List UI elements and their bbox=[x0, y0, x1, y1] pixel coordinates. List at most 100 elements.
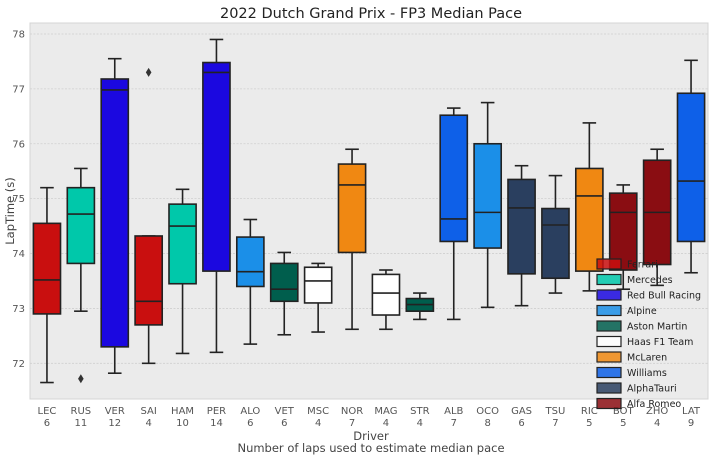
x-tick-laps-zho: 4 bbox=[654, 418, 660, 429]
box-ham bbox=[168, 188, 197, 355]
x-tick-laps-vet: 6 bbox=[281, 418, 287, 429]
legend-swatch-3 bbox=[596, 304, 622, 317]
iqr-box-mag bbox=[371, 273, 401, 316]
iqr-box-tsu bbox=[541, 207, 570, 280]
legend-swatch-0 bbox=[596, 258, 622, 270]
y-tick-label-76: 76 bbox=[12, 139, 25, 150]
legend-item-1: Mercedes bbox=[596, 273, 673, 286]
box-ver bbox=[100, 57, 130, 375]
x-tick-laps-str: 4 bbox=[417, 418, 423, 429]
legend-swatch-5 bbox=[596, 335, 622, 348]
legend-swatch-8 bbox=[596, 382, 622, 394]
iqr-box-lec bbox=[32, 222, 62, 315]
x-tick-laps-tsu: 7 bbox=[552, 418, 558, 429]
legend-swatch-2 bbox=[596, 289, 622, 301]
box-bot bbox=[608, 184, 638, 291]
y-tick-label-75: 75 bbox=[12, 194, 25, 205]
y-tick-label-72: 72 bbox=[12, 359, 25, 370]
legend-label-2: Red Bull Racing bbox=[627, 291, 701, 302]
x-tick-laps-bot: 5 bbox=[620, 418, 626, 429]
x-tick-laps-sai: 4 bbox=[145, 418, 151, 429]
legend-label-1: Mercedes bbox=[627, 275, 673, 286]
x-tick-laps-rus: 11 bbox=[74, 418, 87, 429]
x-tick-driver-ham: HAM bbox=[171, 406, 194, 417]
box-nor bbox=[337, 148, 367, 331]
box-lat bbox=[676, 59, 706, 274]
x-tick-driver-rus: RUS bbox=[71, 406, 92, 417]
x-tick-driver-lec: LEC bbox=[38, 406, 57, 417]
legend-swatch-9 bbox=[596, 397, 622, 410]
legend-label-7: Williams bbox=[627, 368, 667, 379]
box-alo bbox=[235, 218, 265, 345]
legend-item-3: Alpine bbox=[596, 304, 657, 317]
boxes-layer bbox=[32, 38, 706, 384]
x-tick-driver-oco: OCO bbox=[476, 406, 499, 417]
legend-swatch-4 bbox=[596, 320, 622, 332]
x-axis-sublabel: Number of laps used to estimate median p… bbox=[237, 441, 504, 455]
outlier-sai-0 bbox=[145, 67, 152, 77]
iqr-box-ric bbox=[574, 167, 604, 272]
box-sai bbox=[134, 67, 164, 365]
x-tick-driver-nor: NOR bbox=[341, 406, 363, 417]
x-tick-driver-vet: VET bbox=[275, 406, 295, 417]
x-tick-driver-str: STR bbox=[410, 406, 429, 417]
x-tick-driver-gas: GAS bbox=[511, 406, 532, 417]
box-vet bbox=[269, 251, 299, 336]
box-zho bbox=[642, 148, 672, 287]
legend-label-6: McLaren bbox=[627, 353, 667, 364]
legend-label-3: Alpine bbox=[627, 306, 657, 317]
x-tick-laps-ric: 5 bbox=[586, 418, 592, 429]
x-tick-driver-bot: BOT bbox=[613, 406, 635, 417]
legend-label-8: AlphaTauri bbox=[627, 384, 677, 395]
x-tick-driver-zho: ZHO bbox=[646, 406, 668, 417]
iqr-box-alo bbox=[235, 236, 265, 288]
box-alb bbox=[439, 107, 469, 321]
iqr-box-rus bbox=[66, 186, 96, 265]
legend-item-8: AlphaTauri bbox=[596, 382, 677, 395]
legend-label-9: Alfa Romeo bbox=[627, 399, 681, 410]
legend-item-9: Alfa Romeo bbox=[596, 397, 681, 410]
y-axis-label: LapTime (s) bbox=[3, 177, 17, 245]
legend-item-2: Red Bull Racing bbox=[596, 289, 701, 302]
iqr-box-msc bbox=[303, 266, 333, 304]
x-tick-driver-ver: VER bbox=[105, 406, 125, 417]
legend-swatch-6 bbox=[596, 351, 622, 363]
x-tick-laps-lat: 9 bbox=[688, 418, 694, 429]
box-oco bbox=[473, 101, 503, 309]
legend-item-0: Ferrari bbox=[596, 258, 658, 271]
x-tick-laps-per: 14 bbox=[210, 418, 223, 429]
legend-label-0: Ferrari bbox=[627, 260, 658, 271]
x-tick-driver-alo: ALO bbox=[240, 406, 260, 417]
x-tick-laps-mag: 4 bbox=[383, 418, 389, 429]
box-ric bbox=[574, 122, 604, 292]
x-tick-driver-msc: MSC bbox=[307, 406, 329, 417]
iqr-box-oco bbox=[473, 142, 503, 249]
x-tick-driver-lat: LAT bbox=[682, 406, 701, 417]
legend-swatch-7 bbox=[596, 366, 622, 379]
legend-item-4: Aston Martin bbox=[596, 320, 687, 333]
legend-label-4: Aston Martin bbox=[627, 322, 687, 333]
x-tick-laps-lec: 6 bbox=[44, 418, 50, 429]
legend-item-6: McLaren bbox=[596, 351, 667, 364]
x-tick-driver-ric: RIC bbox=[581, 406, 598, 417]
x-tick-laps-oco: 8 bbox=[484, 418, 490, 429]
legend-label-5: Haas F1 Team bbox=[627, 337, 693, 348]
chart-title: 2022 Dutch Grand Prix - FP3 Median Pace bbox=[220, 6, 522, 22]
legend-item-7: Williams bbox=[596, 366, 667, 379]
x-tick-laps-ver: 12 bbox=[108, 418, 121, 429]
x-tick-driver-mag: MAG bbox=[374, 406, 397, 417]
iqr-box-per bbox=[202, 61, 231, 272]
x-axis: LEC6RUS11VER12SAI4HAM10PER14ALO6VET6MSC4… bbox=[38, 406, 701, 429]
y-tick-label-74: 74 bbox=[12, 249, 25, 260]
legend: Ferrari Mercedes Red Bull Racing Alpine Asto… bbox=[596, 258, 701, 410]
y-tick-label-73: 73 bbox=[12, 304, 25, 315]
iqr-box-gas bbox=[507, 178, 536, 275]
x-tick-laps-alb: 7 bbox=[451, 418, 457, 429]
iqr-box-lat bbox=[676, 92, 706, 243]
iqr-box-bot bbox=[608, 192, 638, 271]
box-mag bbox=[371, 269, 401, 331]
y-axis: 72 73 74 75 76 77 78 bbox=[12, 29, 25, 369]
y-tick-label-78: 78 bbox=[12, 29, 25, 40]
iqr-box-ver bbox=[100, 78, 130, 348]
